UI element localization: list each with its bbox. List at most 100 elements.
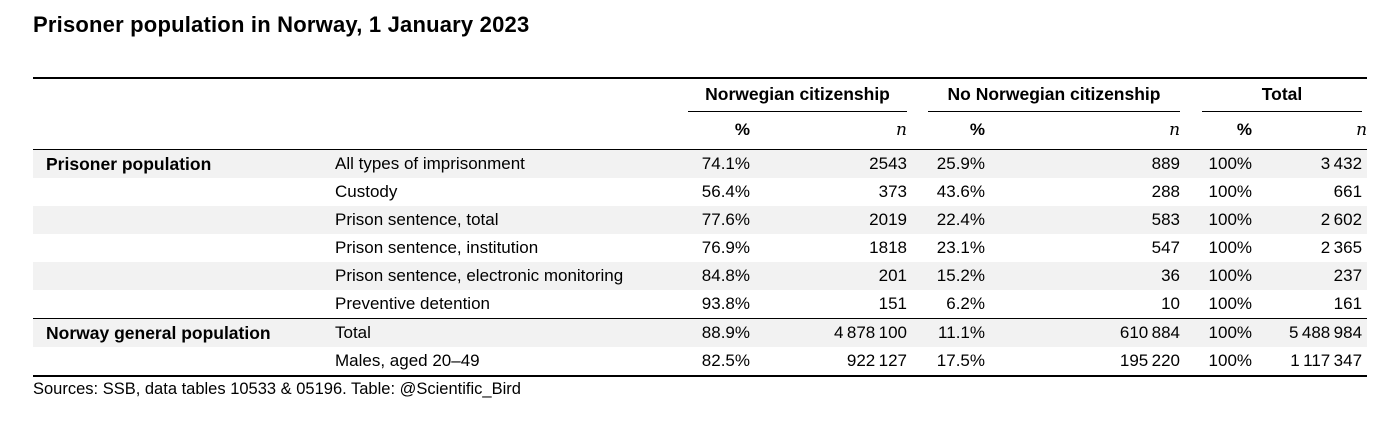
data-cell: 195 220 bbox=[1119, 351, 1181, 370]
data-cell: 23.1% bbox=[936, 238, 985, 257]
row-label: Preventive detention bbox=[335, 294, 490, 313]
data-cell: 100% bbox=[1208, 210, 1253, 229]
data-cell: 1818 bbox=[869, 238, 907, 257]
n-header: n bbox=[985, 112, 1180, 150]
column-group-label: Norwegian citizenship bbox=[688, 79, 907, 112]
section-label: Prisoner population bbox=[46, 154, 212, 174]
data-cell: 100% bbox=[1208, 294, 1253, 313]
data-cell: 17.5% bbox=[936, 351, 985, 370]
n-header-label: n bbox=[1356, 120, 1368, 140]
data-cell: 2 365 bbox=[1320, 238, 1363, 257]
data-cell: 2019 bbox=[869, 210, 907, 229]
table-row: Prison sentence, institution 76.9% 1818 … bbox=[33, 234, 1367, 262]
data-cell: 922 127 bbox=[846, 351, 907, 370]
sub-header-row: % n % n % n bbox=[33, 112, 1367, 150]
data-cell: 2543 bbox=[869, 154, 907, 173]
data-cell: 43.6% bbox=[936, 182, 985, 201]
data-cell: 5 488 984 bbox=[1252, 318, 1368, 347]
column-group-label: No Norwegian citizenship bbox=[928, 79, 1181, 112]
data-cell: 74.1% bbox=[701, 154, 750, 173]
pct-header: % bbox=[969, 120, 985, 139]
data-cell: 1 117 347 bbox=[1290, 351, 1363, 370]
row-label: Males, aged 20–49 bbox=[335, 351, 480, 370]
data-cell: 3 432 bbox=[1320, 154, 1363, 173]
header-spacer bbox=[335, 112, 688, 150]
data-cell: 161 bbox=[1333, 294, 1363, 313]
data-cell: 10 bbox=[1161, 294, 1181, 313]
table-row: Norway general population Total 88.9% 4 … bbox=[33, 318, 1368, 347]
data-cell: 201 bbox=[878, 266, 907, 285]
data-cell: 77.6% bbox=[701, 210, 750, 229]
n-header-label: n bbox=[1169, 120, 1181, 140]
prisoner-population-table: Norwegian citizenship No Norwegian citiz… bbox=[33, 77, 1368, 377]
column-group-no-norwegian: No Norwegian citizenship bbox=[907, 78, 1181, 112]
data-cell: 36 bbox=[1161, 266, 1181, 285]
data-cell: 56.4% bbox=[701, 182, 750, 201]
data-cell: 2 602 bbox=[1320, 210, 1363, 229]
data-cell: 25.9% bbox=[936, 154, 985, 173]
header-spacer bbox=[33, 112, 335, 150]
column-group-norwegian: Norwegian citizenship bbox=[688, 78, 907, 112]
table-row: Prisoner population All types of impriso… bbox=[33, 149, 1368, 178]
column-group-row: Norwegian citizenship No Norwegian citiz… bbox=[33, 78, 1367, 112]
data-cell: 100% bbox=[1180, 318, 1253, 347]
section-label-spacer bbox=[33, 290, 335, 319]
data-cell: 6.2% bbox=[946, 294, 985, 313]
data-cell: 288 bbox=[1151, 182, 1181, 201]
data-cell: 100% bbox=[1208, 351, 1253, 370]
section-label-spacer bbox=[33, 347, 335, 376]
data-cell: 100% bbox=[1208, 182, 1253, 201]
data-cell: 15.2% bbox=[936, 266, 985, 285]
data-cell: 93.8% bbox=[701, 294, 750, 313]
row-label: Prison sentence, electronic monitoring bbox=[335, 266, 624, 285]
table-row: Preventive detention 93.8% 151 6.2% 10 1… bbox=[33, 290, 1367, 319]
data-cell: 88.9% bbox=[688, 318, 750, 347]
section-label-spacer bbox=[33, 234, 335, 262]
data-cell: 100% bbox=[1208, 266, 1253, 285]
sources-note: Sources: SSB, data tables 10533 & 05196.… bbox=[33, 380, 521, 398]
n-header: n bbox=[1252, 112, 1367, 150]
table-row: Custody 56.4% 373 43.6% 288 100% 661 bbox=[33, 178, 1367, 206]
table-header: Norwegian citizenship No Norwegian citiz… bbox=[33, 78, 1368, 150]
n-header: n bbox=[750, 112, 907, 150]
row-label: All types of imprisonment bbox=[335, 154, 525, 173]
table-row: Males, aged 20–49 82.5% 922 127 17.5% 19… bbox=[33, 347, 1367, 376]
column-group-label: Total bbox=[1202, 79, 1363, 112]
data-cell: 76.9% bbox=[701, 238, 750, 257]
page-title: Prisoner population in Norway, 1 January… bbox=[33, 12, 530, 37]
data-cell: 82.5% bbox=[701, 351, 750, 370]
data-cell: 661 bbox=[1333, 182, 1363, 201]
data-cell: 610 884 bbox=[985, 318, 1181, 347]
row-label: Custody bbox=[335, 182, 398, 201]
section-norway-general-population: Norway general population Total 88.9% 4 … bbox=[33, 318, 1368, 377]
n-header-label: n bbox=[896, 120, 907, 140]
section-label: Norway general population bbox=[33, 318, 335, 347]
pct-header: % bbox=[1236, 120, 1253, 139]
data-cell: 100% bbox=[1208, 154, 1253, 173]
data-cell: 100% bbox=[1208, 238, 1253, 257]
section-label-spacer bbox=[33, 262, 335, 290]
data-cell: 11.1% bbox=[907, 318, 985, 347]
data-cell: 22.4% bbox=[936, 210, 985, 229]
data-cell: 151 bbox=[878, 294, 907, 313]
row-label: Prison sentence, total bbox=[335, 210, 499, 229]
section-label-spacer bbox=[33, 178, 335, 206]
pct-header: % bbox=[734, 120, 750, 139]
statistics-table-container: Norwegian citizenship No Norwegian citiz… bbox=[33, 77, 1368, 377]
section-label-spacer bbox=[33, 206, 335, 234]
row-label: Prison sentence, institution bbox=[335, 238, 539, 257]
data-cell: 4 878 100 bbox=[750, 318, 907, 347]
data-cell: 373 bbox=[878, 182, 907, 201]
data-cell: 583 bbox=[1151, 210, 1181, 229]
section-prisoner-population: Prisoner population All types of impriso… bbox=[33, 149, 1368, 319]
header-spacer bbox=[33, 78, 688, 112]
column-group-total: Total bbox=[1180, 78, 1367, 112]
row-label: Total bbox=[335, 318, 688, 347]
data-cell: 547 bbox=[1151, 238, 1181, 257]
table-row: Prison sentence, total 77.6% 2019 22.4% … bbox=[33, 206, 1368, 234]
data-cell: 889 bbox=[1151, 154, 1181, 173]
table-row: Prison sentence, electronic monitoring 8… bbox=[33, 262, 1368, 290]
data-cell: 84.8% bbox=[701, 266, 750, 285]
data-cell: 237 bbox=[1333, 266, 1363, 285]
